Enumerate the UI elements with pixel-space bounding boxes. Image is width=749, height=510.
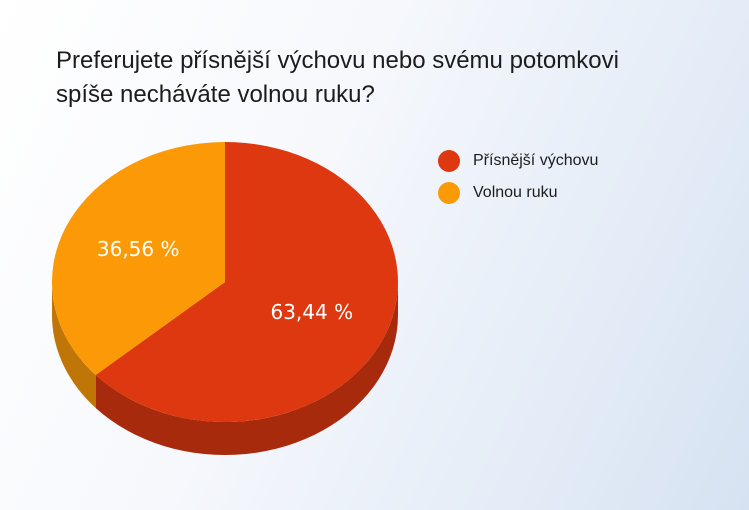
pie-side-prisnejsi-vychovu xyxy=(95,282,398,455)
legend-swatch-prisnejsi xyxy=(438,150,460,172)
legend-label-prisnejsi: Přísnější výchovu xyxy=(473,152,599,169)
data-label-prisnejsi-vychovu: 63,44 % xyxy=(270,300,353,324)
pie-slice-prisnejsi-vychovu[interactable] xyxy=(95,142,398,422)
legend-swatch-volnou-ruku xyxy=(438,182,460,204)
legend-label-volnou-ruku: Volnou ruku xyxy=(473,184,558,201)
legend-item-volnou-ruku[interactable]: Volnou ruku xyxy=(438,178,598,208)
pie-sides xyxy=(52,282,398,455)
legend: Přísnější výchovu Volnou ruku xyxy=(438,146,598,210)
data-label-volnou-ruku: 36,56 % xyxy=(97,237,180,261)
pie-side-volnou-ruku xyxy=(52,282,96,408)
pie-tops xyxy=(51,142,398,422)
pie-labels: 63,44 % 36,56 % xyxy=(97,237,353,324)
legend-item-prisnejsi[interactable]: Přísnější výchovu xyxy=(438,146,598,176)
pie-slice-volnou-ruku[interactable] xyxy=(51,142,225,375)
chart-title: Preferujete přísnější výchovu nebo svému… xyxy=(56,47,619,108)
